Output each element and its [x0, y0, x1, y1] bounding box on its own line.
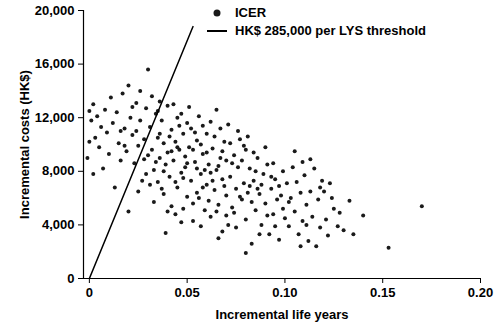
- svg-text:8,000: 8,000: [42, 163, 75, 178]
- svg-text:0.05: 0.05: [174, 285, 199, 300]
- svg-text:20,000: 20,000: [35, 3, 75, 18]
- svg-text:0.10: 0.10: [272, 285, 297, 300]
- svg-text:0.20: 0.20: [468, 285, 493, 300]
- html-text:HK$ 285,000 per LYS threshold: HK$ 285,000 per LYS threshold: [235, 23, 426, 38]
- svg-text:4,000: 4,000: [42, 217, 75, 232]
- html-text:ICER: ICER: [235, 5, 267, 20]
- svg-text:Incremental life years: Incremental life years: [216, 307, 349, 322]
- svg-text:12,000: 12,000: [35, 110, 75, 125]
- svg-text:0.15: 0.15: [370, 285, 395, 300]
- svg-text:0: 0: [67, 271, 74, 286]
- svg-text:16,000: 16,000: [35, 56, 75, 71]
- svg-text:0: 0: [86, 285, 93, 300]
- svg-text:Incremental costs (HK$): Incremental costs (HK$): [17, 70, 32, 219]
